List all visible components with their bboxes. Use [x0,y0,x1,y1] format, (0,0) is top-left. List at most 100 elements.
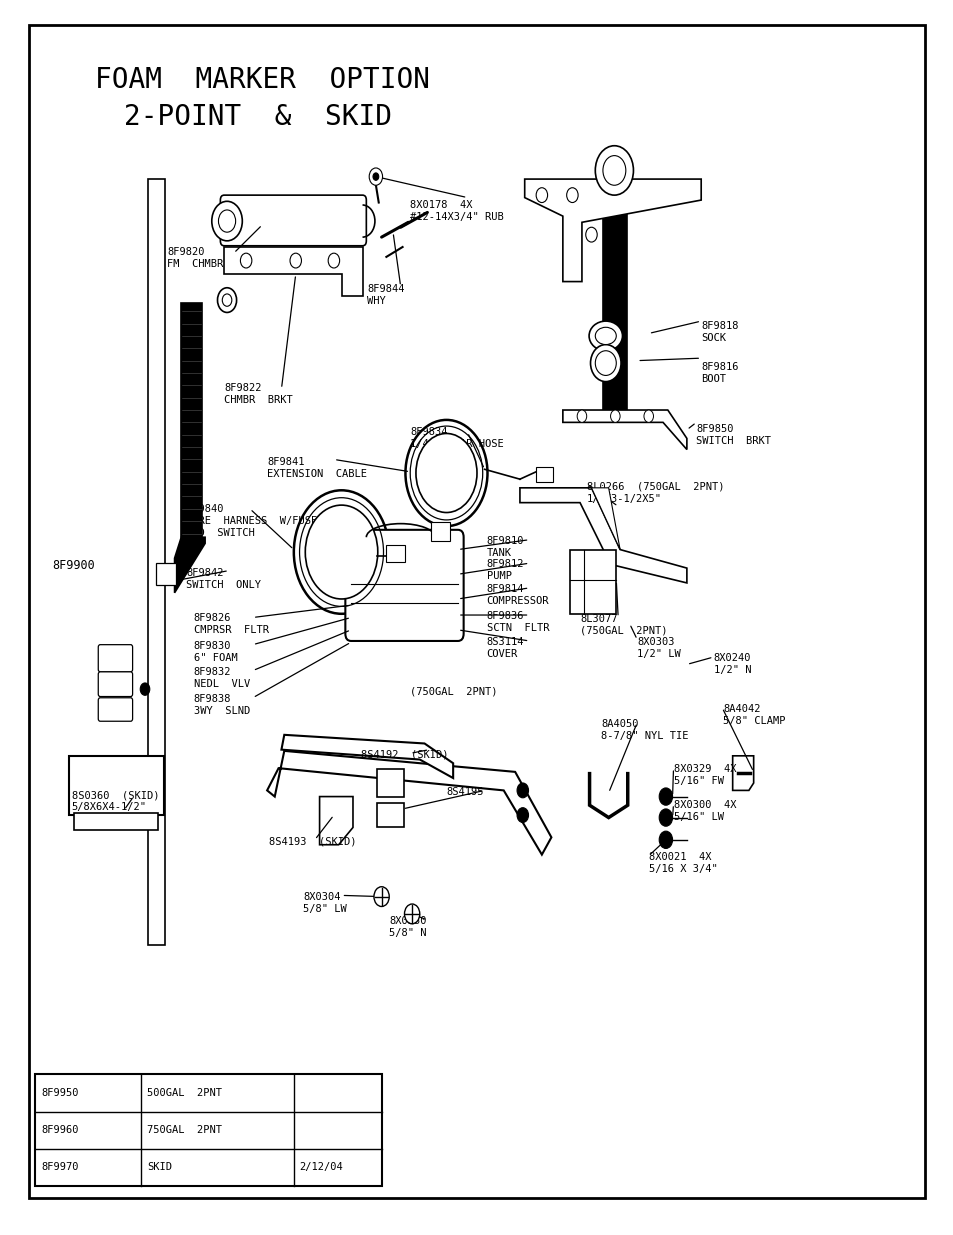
Circle shape [373,173,378,180]
Polygon shape [267,751,551,855]
Text: 8F9822
CHMBR  BRKT: 8F9822 CHMBR BRKT [224,383,293,405]
Bar [181,303,202,537]
Text: 8F9960: 8F9960 [41,1125,78,1135]
Text: 8F9816
BOOT: 8F9816 BOOT [700,362,738,384]
Text: 8X0250
5/8" N: 8X0250 5/8" N [389,916,426,939]
Polygon shape [732,756,753,790]
Text: 8A4050
8-7/8" NYL TIE: 8A4050 8-7/8" NYL TIE [600,719,688,741]
Circle shape [222,294,232,306]
FancyBboxPatch shape [98,698,132,721]
Text: 8F9834
1/4" CLEAR HOSE: 8F9834 1/4" CLEAR HOSE [410,427,503,450]
Bar [536,467,553,482]
Text: 8F9844
WHY: 8F9844 WHY [367,284,404,306]
Circle shape [405,420,487,526]
Bar [431,522,450,541]
Text: 8F9840
WIRE  HARNESS  W/FUSE
AND  SWITCH: 8F9840 WIRE HARNESS W/FUSE AND SWITCH [186,504,317,538]
Circle shape [602,156,625,185]
Text: 8F9832
NEDL  VLV: 8F9832 NEDL VLV [193,667,250,689]
Bar [155,563,176,585]
Text: 8X0178  4X
#12-14X3/4" RUB: 8X0178 4X #12-14X3/4" RUB [410,200,503,222]
Bar [148,179,165,945]
Bar [69,756,164,815]
Text: 8F9810
TANK: 8F9810 TANK [486,536,523,558]
Text: SKID: SKID [147,1162,172,1172]
Text: 8F9818
SOCK: 8F9818 SOCK [700,321,738,343]
Circle shape [659,831,672,848]
Ellipse shape [588,321,622,351]
Text: 8X0304
5/8" LW: 8X0304 5/8" LW [303,892,347,914]
Text: 8F9850
SWITCH  BRKT: 8F9850 SWITCH BRKT [696,424,771,446]
Text: 8S3114
COVER: 8S3114 COVER [486,637,523,659]
Text: 750GAL  2PNT: 750GAL 2PNT [147,1125,222,1135]
Ellipse shape [595,351,616,375]
Polygon shape [319,797,353,845]
Text: 8X0329  4X
5/16" FW: 8X0329 4X 5/16" FW [673,764,736,787]
FancyBboxPatch shape [220,195,366,246]
Bar [376,803,403,827]
Polygon shape [281,735,453,778]
Text: 8F9812
PUMP: 8F9812 PUMP [486,559,523,582]
Circle shape [595,146,633,195]
Bar [35,1074,381,1186]
Polygon shape [562,410,686,450]
Ellipse shape [590,345,620,382]
Circle shape [369,168,382,185]
Circle shape [290,253,301,268]
Bar [386,545,405,562]
Text: 8X0021  4X
5/16 X 3/4": 8X0021 4X 5/16 X 3/4" [648,852,717,874]
Circle shape [374,887,389,906]
Circle shape [643,410,653,422]
Bar [376,769,403,797]
Circle shape [566,188,578,203]
Circle shape [659,809,672,826]
Circle shape [517,808,528,823]
Text: 8F9814
COMPRESSOR: 8F9814 COMPRESSOR [486,584,549,606]
Text: 8L0266  (750GAL  2PNT)
1/2X3-1/2X5": 8L0266 (750GAL 2PNT) 1/2X3-1/2X5" [586,482,723,504]
Text: 8S4193  (SKID): 8S4193 (SKID) [269,836,356,846]
Bar [570,550,616,614]
Text: 8S4195: 8S4195 [446,787,483,797]
Text: 8A4042
5/8" CLAMP: 8A4042 5/8" CLAMP [722,704,785,726]
Circle shape [577,410,586,422]
Circle shape [305,505,377,599]
Circle shape [140,683,150,695]
Text: 8F9841
EXTENSION  CABLE: 8F9841 EXTENSION CABLE [267,457,367,479]
Circle shape [240,253,252,268]
Text: 8F9838
3WY  SLND: 8F9838 3WY SLND [193,694,250,716]
Circle shape [416,433,476,513]
Polygon shape [174,537,205,593]
Ellipse shape [595,327,616,345]
Circle shape [585,227,597,242]
Text: 8F9842
SWITCH  ONLY: 8F9842 SWITCH ONLY [186,568,261,590]
Circle shape [294,490,389,614]
Polygon shape [224,247,362,296]
Text: 8F9900: 8F9900 [52,559,95,573]
Text: 8X0240
1/2" N: 8X0240 1/2" N [713,653,750,676]
FancyBboxPatch shape [98,672,132,697]
Text: 8X0300  4X
5/16" LW: 8X0300 4X 5/16" LW [673,800,736,823]
Text: 8X0303
1/2" LW: 8X0303 1/2" LW [637,637,680,659]
Text: 8S0360  (SKID)
5/8X6X4-1/2": 8S0360 (SKID) 5/8X6X4-1/2" [71,790,159,813]
Text: 8F9836
SCTN  FLTR: 8F9836 SCTN FLTR [486,611,549,634]
Circle shape [218,210,235,232]
Circle shape [536,188,547,203]
Circle shape [517,783,528,798]
Circle shape [217,288,236,312]
Circle shape [659,788,672,805]
Text: 8F9950: 8F9950 [41,1088,78,1098]
Text: (750GAL  2PNT): (750GAL 2PNT) [410,687,497,697]
Text: 8S4192  (SKID): 8S4192 (SKID) [360,750,448,760]
Text: 500GAL  2PNT: 500GAL 2PNT [147,1088,222,1098]
Text: FOAM  MARKER  OPTION: FOAM MARKER OPTION [95,67,430,94]
FancyBboxPatch shape [345,530,463,641]
Text: 8F9820
FM  CHMBR: 8F9820 FM CHMBR [167,247,223,269]
Polygon shape [591,488,619,550]
Polygon shape [524,179,700,282]
Bar [74,813,158,830]
Circle shape [610,410,619,422]
Circle shape [404,904,419,924]
Text: 8F9826
CMPRSR  FLTR: 8F9826 CMPRSR FLTR [193,613,269,635]
Bar [602,173,626,420]
Text: 8F9830
6" FOAM: 8F9830 6" FOAM [193,641,237,663]
Text: 8L3077
(750GAL  2PNT): 8L3077 (750GAL 2PNT) [579,614,667,636]
